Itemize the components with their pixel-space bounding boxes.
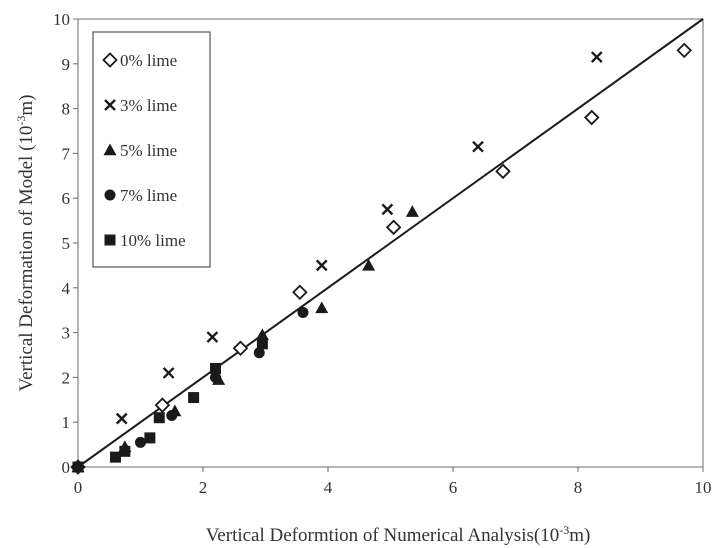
legend-label: 0% lime <box>120 51 177 70</box>
data-point-circle <box>210 371 221 383</box>
legend-marker-circle <box>104 189 116 201</box>
data-point-diamond <box>232 340 249 357</box>
data-point-square <box>119 445 131 457</box>
y-tick-label: 5 <box>62 234 71 253</box>
data-point-diamond <box>385 219 402 236</box>
legend-marker-square <box>104 234 116 246</box>
data-point-circle <box>253 347 265 359</box>
x-axis-label: Vertical Deformtion of Numerical Analysi… <box>206 523 591 546</box>
data-point-circle <box>166 409 178 421</box>
data-points-layer <box>70 42 693 475</box>
y-tick-label: 6 <box>62 189 71 208</box>
data-point-triangle <box>362 258 376 271</box>
y-tick-label: 8 <box>62 100 71 119</box>
data-point-diamond <box>154 397 171 413</box>
data-point-cross <box>115 412 128 425</box>
data-point-square <box>72 461 84 473</box>
data-point-cross <box>472 140 484 153</box>
legend-marker-cross <box>104 99 116 111</box>
y-tick-label: 3 <box>62 324 71 343</box>
data-point-cross <box>206 331 219 343</box>
x-tick-label: 8 <box>574 478 583 497</box>
legend-label: 3% lime <box>120 96 177 115</box>
x-tick-label: 10 <box>695 478 712 497</box>
y-tick-label: 2 <box>62 368 71 387</box>
data-point-square <box>210 362 221 374</box>
y-tick-label: 9 <box>62 55 71 74</box>
data-point-square <box>144 432 156 444</box>
data-point-diamond <box>583 109 600 126</box>
x-tick-label: 0 <box>74 478 83 497</box>
legend-entries: 0% lime 3% lime 5% lime 7% lime 10% lime <box>102 51 186 250</box>
data-point-diamond <box>292 284 308 301</box>
data-point-diamond <box>495 163 511 180</box>
data-point-triangle <box>315 301 329 314</box>
y-tick-label: 7 <box>62 144 71 163</box>
data-point-square <box>188 392 200 404</box>
legend-label: 5% lime <box>120 141 177 160</box>
legend-marker-triangle <box>103 143 117 156</box>
data-point-square <box>256 338 268 350</box>
legend: 0% lime 3% lime 5% lime 7% lime 10% lime <box>92 31 211 268</box>
reference-line-y-equals-x <box>77 18 704 468</box>
y-tick-label: 0 <box>62 458 71 477</box>
data-point-diamond <box>676 42 693 59</box>
series-1 <box>115 51 603 425</box>
legend-marker-diamond <box>102 52 118 68</box>
data-point-cross <box>381 203 394 216</box>
reference-line-layer <box>77 18 704 468</box>
data-point-cross <box>315 259 328 272</box>
data-point-triangle <box>255 328 269 341</box>
series-4 <box>72 338 268 473</box>
series-3 <box>72 306 309 473</box>
x-tick-label: 2 <box>199 478 208 497</box>
data-point-square <box>153 412 165 424</box>
y-axis-label: Vertical Deformation of Model (10-3m) <box>14 94 37 391</box>
legend-label: 10% lime <box>120 231 186 250</box>
y-tick-label: 4 <box>62 279 71 298</box>
data-point-circle <box>297 306 309 318</box>
x-tick-label: 6 <box>449 478 458 497</box>
y-tick-label: 1 <box>62 413 71 432</box>
data-point-square <box>110 451 121 463</box>
x-tick-label: 4 <box>324 478 333 497</box>
data-point-circle <box>135 436 146 448</box>
data-point-triangle <box>405 205 419 217</box>
y-tick-label: 10 <box>53 10 70 29</box>
data-point-cross <box>590 51 603 63</box>
legend-label: 7% lime <box>120 186 177 205</box>
data-point-cross <box>162 367 175 379</box>
